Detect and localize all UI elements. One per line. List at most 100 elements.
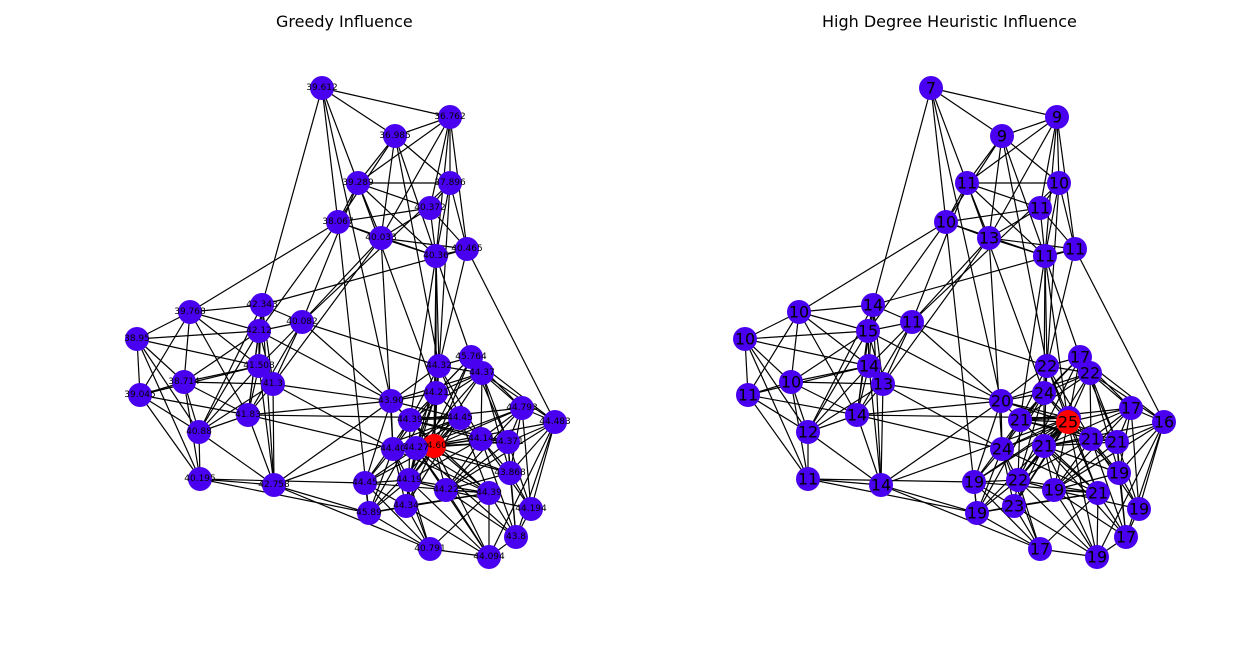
graph-node: 43.8 — [504, 525, 528, 549]
graph-node: 42.758 — [258, 473, 290, 497]
graph-edge — [337, 207, 431, 223]
graph-edge — [321, 87, 339, 223]
node-label: 40.033 — [365, 233, 397, 243]
graph-edge — [515, 421, 556, 538]
graph-edge — [183, 381, 274, 385]
graph-edge — [880, 417, 1070, 486]
graph-edge — [136, 330, 260, 340]
graph-edge — [744, 330, 869, 340]
graph-edge — [911, 237, 990, 323]
graph-edge — [273, 484, 431, 550]
node-label: 11 — [798, 470, 818, 489]
graph-node-circle — [1002, 494, 1026, 518]
graph-node-circle — [1006, 468, 1030, 492]
graph-edge — [521, 407, 532, 510]
graph-edge — [868, 365, 882, 486]
graph-node-circle — [1032, 434, 1056, 458]
node-label: 40.465 — [451, 244, 483, 254]
graph-node-circle — [128, 383, 152, 407]
graph-node: 9 — [990, 124, 1014, 148]
graph-edge — [198, 431, 275, 486]
graph-edge — [1096, 421, 1165, 558]
graph-edge — [988, 116, 1058, 239]
graph-node: 44.45 — [352, 471, 378, 495]
graph-node: 44.40 — [380, 437, 406, 461]
graph-edge — [988, 237, 1003, 450]
graph-edge — [408, 438, 482, 481]
graph-edge — [1046, 182, 1060, 367]
graph-edge — [856, 414, 1003, 450]
graph-node-circle — [736, 383, 760, 407]
node-label: 22 — [1037, 357, 1057, 376]
graph-edge — [481, 372, 511, 474]
node-label: 14 — [863, 296, 883, 315]
graph-edge — [976, 512, 1041, 550]
graph-edge — [247, 321, 303, 416]
node-label: 11 — [1030, 199, 1050, 218]
graph-edge — [807, 365, 870, 433]
graph-edge — [445, 489, 490, 558]
graph-edge — [301, 237, 382, 323]
graph-edge — [880, 484, 978, 514]
graph-node-circle — [857, 354, 881, 378]
graph-edge — [445, 421, 556, 491]
graph-edge — [1046, 248, 1076, 367]
graph-edge — [394, 135, 440, 367]
graph-edge — [459, 417, 490, 494]
node-label: 40.195 — [184, 474, 216, 484]
graph-node: 14 — [869, 473, 893, 497]
graph-edge — [364, 482, 431, 550]
node-label: 21 — [1034, 437, 1054, 456]
graph-node: 40.88 — [186, 420, 212, 444]
node-label: 12 — [798, 423, 818, 442]
graph-edge — [1017, 479, 1098, 558]
graph-node-circle — [290, 310, 314, 334]
graph-node-circle — [787, 300, 811, 324]
graph-node: 21 — [1079, 427, 1103, 451]
graph-node-circle — [496, 430, 520, 454]
graph-edge — [247, 414, 394, 450]
graph-edge — [790, 330, 869, 383]
node-label: 45.764 — [455, 352, 487, 362]
graph-node: 14 — [861, 293, 885, 317]
graph-node-circle — [962, 470, 986, 494]
graph-node-circle — [779, 370, 803, 394]
graph-edge — [744, 338, 809, 480]
graph-edge — [747, 394, 858, 416]
graph-node-circle — [1078, 361, 1102, 385]
graph-node: 44.34 — [393, 494, 419, 518]
node-label: 19 — [1044, 481, 1064, 500]
node-label: 10 — [735, 330, 755, 349]
node-label: 17 — [1030, 540, 1050, 559]
graph-edge — [930, 87, 1003, 137]
graph-edge — [867, 330, 1002, 402]
graph-edge — [1043, 407, 1132, 447]
graph-node: 42.12 — [246, 319, 272, 343]
graph-edge — [392, 417, 461, 450]
node-label: 43.868 — [494, 468, 526, 478]
graph-node: 11 — [796, 467, 820, 491]
graph-edge — [882, 237, 990, 385]
graph-node: 38.714 — [168, 370, 200, 394]
graph-edge — [261, 87, 323, 306]
graph-node: 14 — [845, 403, 869, 427]
graph-node: 19 — [1042, 478, 1066, 502]
graph-node: 41.508 — [243, 354, 275, 378]
graph-node: 40.36 — [423, 244, 449, 268]
graph-edge — [198, 365, 260, 433]
node-label: 24 — [1034, 384, 1054, 403]
graph-node: 10 — [1047, 171, 1071, 195]
node-label: 44.094 — [473, 552, 505, 562]
graph-edge — [807, 478, 882, 486]
node-label: 40.88 — [186, 427, 212, 437]
graph-edge — [966, 182, 1045, 394]
node-label: 44.45 — [447, 413, 473, 423]
graph-node-circle — [418, 196, 442, 220]
graph-edge — [273, 484, 370, 514]
graph-edge — [273, 417, 461, 486]
graph-edge — [880, 383, 884, 486]
graph-edge — [409, 255, 437, 421]
graph-node-circle — [250, 293, 274, 317]
